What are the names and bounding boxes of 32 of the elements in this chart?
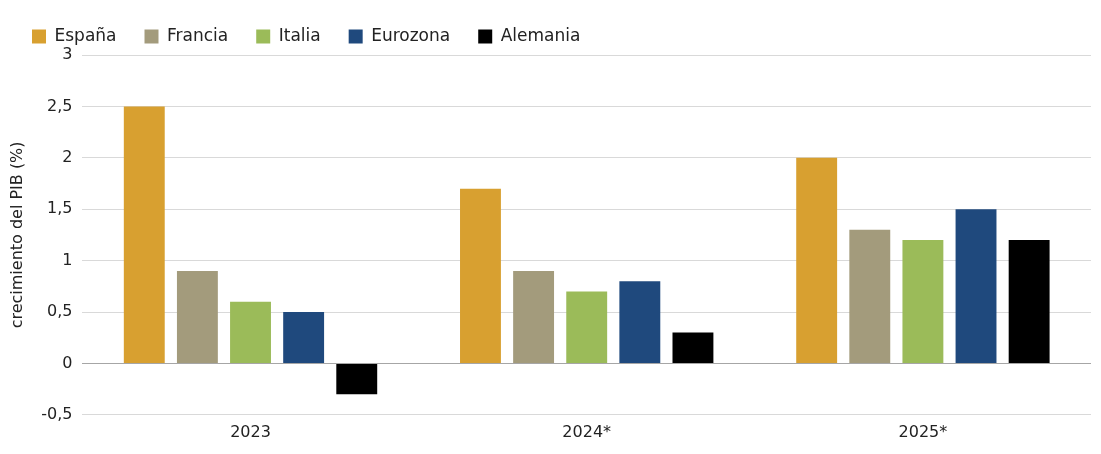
- legend-label: Italia: [278, 24, 321, 45]
- y-tick-label: 3: [62, 44, 73, 64]
- bar: [1008, 240, 1050, 363]
- bar: [955, 209, 997, 363]
- bar: [566, 291, 608, 363]
- y-tick-label: 2,5: [46, 95, 73, 115]
- x-tick-label: 2024*: [562, 421, 612, 441]
- bar: [619, 281, 661, 363]
- y-axis-title: crecimiento del PIB (%): [6, 141, 26, 329]
- y-tick-label: 0: [62, 352, 73, 372]
- bar: [796, 157, 838, 363]
- x-tick-label: 2025*: [898, 421, 948, 441]
- legend-label: España: [54, 24, 117, 45]
- bar: [513, 270, 555, 363]
- bar: [176, 270, 218, 363]
- bar: [849, 229, 891, 363]
- y-tick-label: 2: [62, 146, 73, 166]
- bar: [902, 240, 944, 363]
- y-tick-label: 1: [62, 249, 73, 269]
- bar: [460, 188, 501, 363]
- bar: [283, 312, 325, 363]
- bar: [123, 106, 165, 363]
- y-tick-label: -0,5: [41, 403, 73, 423]
- legend-label: Alemania: [500, 24, 581, 45]
- x-tick-label: 2023: [230, 421, 271, 441]
- bar: [230, 301, 271, 363]
- y-tick-label: 0,5: [46, 301, 73, 321]
- y-tick-label: 1,5: [46, 198, 73, 218]
- legend-label: Eurozona: [371, 24, 451, 45]
- bar: [336, 363, 378, 395]
- legend-label: Francia: [167, 24, 229, 45]
- bar: [672, 332, 714, 363]
